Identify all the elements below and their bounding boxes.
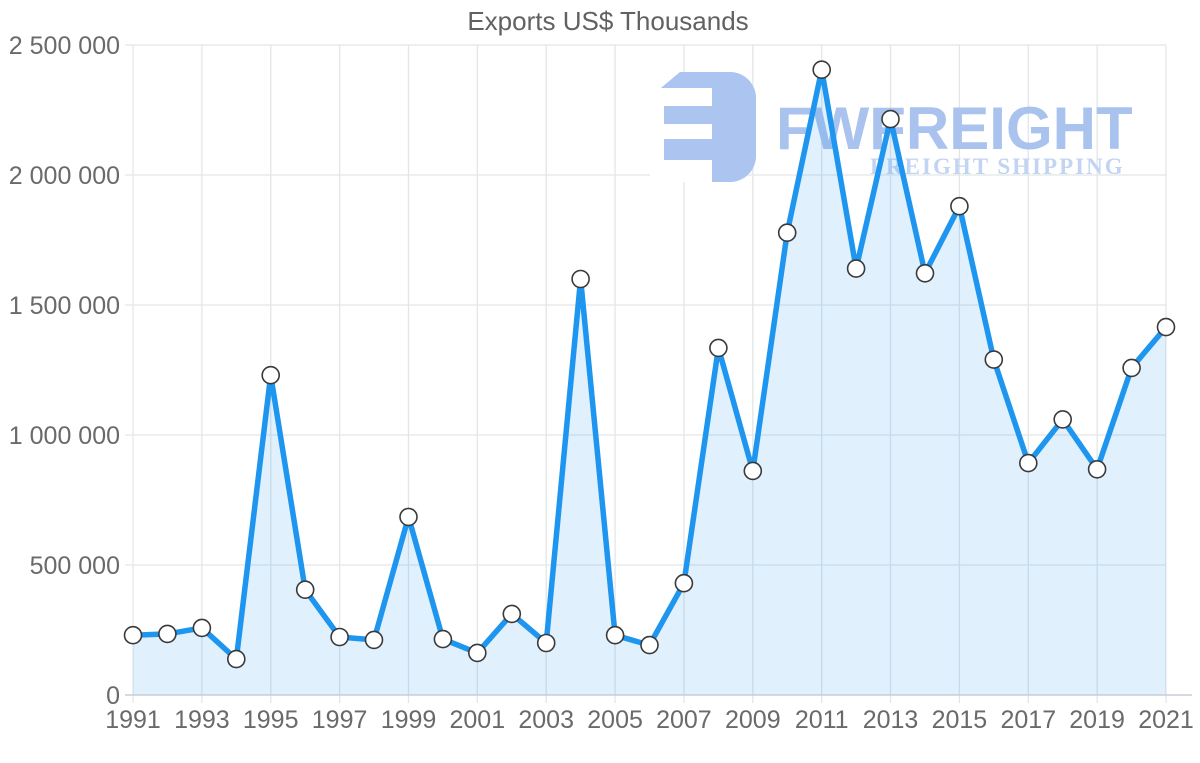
- data-point-1994[interactable]: [227, 649, 246, 669]
- data-point-2016[interactable]: [984, 350, 1004, 369]
- data-point-2017[interactable]: [1019, 453, 1038, 473]
- data-point-2008[interactable]: [709, 338, 728, 358]
- data-point-2002[interactable]: [502, 604, 522, 624]
- data-point-2014[interactable]: [915, 263, 935, 283]
- data-point-2007[interactable]: [674, 573, 694, 593]
- data-point-1998[interactable]: [364, 630, 384, 650]
- data-point-2009[interactable]: [743, 461, 763, 481]
- data-point-2003[interactable]: [536, 633, 556, 653]
- chart-title: Exports US$ Thousands: [467, 6, 749, 36]
- data-point-2013[interactable]: [881, 109, 900, 129]
- data-point-1991[interactable]: [123, 625, 143, 645]
- data-point-2021[interactable]: [1156, 317, 1176, 337]
- data-point-1995[interactable]: [261, 365, 281, 385]
- data-point-2005[interactable]: [605, 625, 625, 645]
- data-point-1996[interactable]: [295, 580, 315, 600]
- data-point-2019[interactable]: [1087, 459, 1107, 479]
- data-point-2010[interactable]: [777, 223, 797, 242]
- data-point-2012[interactable]: [846, 259, 866, 278]
- data-point-2020[interactable]: [1122, 358, 1141, 378]
- data-point-2018[interactable]: [1053, 410, 1072, 429]
- data-point-2004[interactable]: [571, 269, 590, 289]
- data-point-2015[interactable]: [950, 196, 969, 216]
- data-point-2011[interactable]: [812, 60, 832, 79]
- data-point-1999[interactable]: [399, 507, 418, 527]
- data-point-1992[interactable]: [158, 624, 177, 644]
- data-point-1993[interactable]: [192, 618, 212, 638]
- data-point-2001[interactable]: [467, 643, 487, 663]
- data-point-2000[interactable]: [433, 629, 453, 649]
- data-point-2006[interactable]: [640, 635, 659, 655]
- data-point-1997[interactable]: [330, 627, 349, 647]
